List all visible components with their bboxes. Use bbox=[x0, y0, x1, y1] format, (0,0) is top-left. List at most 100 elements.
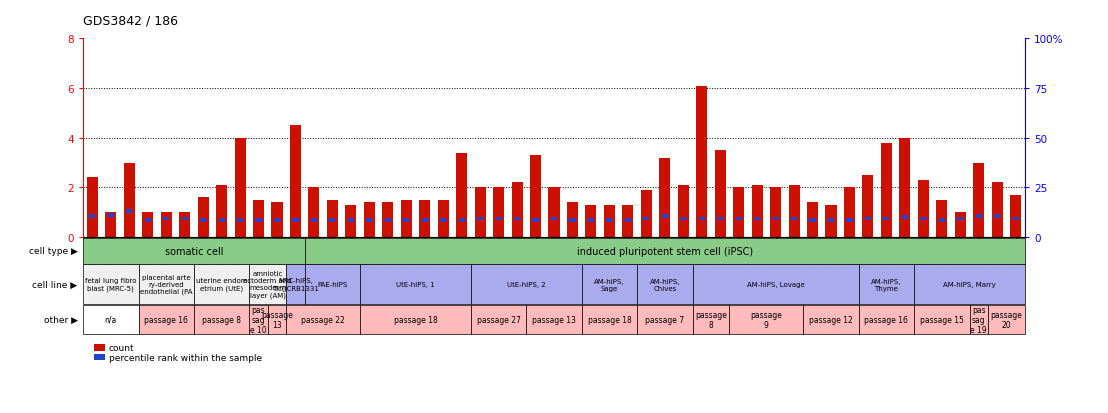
Text: passage
8: passage 8 bbox=[695, 310, 727, 329]
Bar bbox=[308, 188, 319, 237]
Bar bbox=[755, 217, 760, 221]
Bar bbox=[367, 218, 372, 222]
Bar bbox=[384, 218, 391, 222]
Bar bbox=[828, 218, 834, 222]
Text: passage
9: passage 9 bbox=[750, 310, 782, 329]
Bar bbox=[142, 213, 153, 237]
Text: passage 8: passage 8 bbox=[202, 315, 242, 324]
Bar bbox=[256, 218, 261, 222]
Bar bbox=[478, 217, 483, 221]
Bar bbox=[459, 218, 464, 222]
Bar bbox=[551, 217, 557, 221]
Bar bbox=[86, 178, 98, 237]
Text: AM-hiPS,
Thyme: AM-hiPS, Thyme bbox=[871, 278, 902, 291]
Bar bbox=[733, 188, 745, 237]
Bar bbox=[403, 218, 409, 222]
Bar bbox=[422, 218, 428, 222]
Bar bbox=[107, 214, 114, 217]
Bar bbox=[382, 203, 393, 237]
Bar bbox=[625, 218, 630, 222]
Text: passage
20: passage 20 bbox=[991, 310, 1023, 329]
Bar bbox=[570, 218, 575, 222]
Bar bbox=[921, 217, 926, 221]
Bar bbox=[623, 205, 634, 237]
Text: uterine endom
etrium (UtE): uterine endom etrium (UtE) bbox=[196, 278, 247, 291]
Bar bbox=[862, 176, 873, 237]
Bar bbox=[327, 200, 338, 237]
Bar bbox=[902, 216, 907, 220]
Bar bbox=[588, 218, 594, 222]
Bar bbox=[216, 185, 227, 237]
Bar bbox=[201, 218, 206, 222]
Bar bbox=[218, 218, 225, 222]
Text: PAE-hiPS: PAE-hiPS bbox=[317, 281, 348, 287]
Text: passage
13: passage 13 bbox=[261, 310, 293, 329]
Bar bbox=[976, 215, 982, 218]
Bar bbox=[163, 217, 170, 221]
Bar bbox=[197, 198, 208, 237]
Bar bbox=[363, 203, 375, 237]
Bar bbox=[604, 205, 615, 237]
Bar bbox=[680, 217, 686, 221]
Bar bbox=[644, 217, 649, 221]
Bar bbox=[145, 218, 151, 222]
Bar bbox=[992, 183, 1003, 237]
Bar bbox=[311, 218, 317, 222]
Bar bbox=[237, 218, 243, 222]
Text: cell type ▶: cell type ▶ bbox=[29, 247, 78, 256]
Text: passage 16: passage 16 bbox=[864, 315, 909, 324]
Text: passage 18: passage 18 bbox=[393, 315, 438, 324]
Text: passage 7: passage 7 bbox=[645, 315, 685, 324]
Bar bbox=[530, 156, 541, 237]
Bar bbox=[495, 217, 502, 221]
Text: pas
sag
e 10: pas sag e 10 bbox=[250, 305, 267, 335]
Bar bbox=[955, 213, 966, 237]
Text: AM-hiPS,
Sage: AM-hiPS, Sage bbox=[594, 278, 625, 291]
Bar bbox=[182, 217, 187, 221]
Bar bbox=[825, 205, 837, 237]
Text: n/a: n/a bbox=[104, 315, 117, 324]
Bar bbox=[1010, 195, 1022, 237]
Text: passage 27: passage 27 bbox=[476, 315, 521, 324]
Bar bbox=[253, 200, 264, 237]
Bar bbox=[293, 218, 298, 222]
Text: cell line ▶: cell line ▶ bbox=[32, 280, 78, 289]
Bar bbox=[585, 205, 596, 237]
Text: passage 15: passage 15 bbox=[920, 315, 964, 324]
Bar bbox=[235, 138, 246, 237]
Bar bbox=[640, 190, 652, 237]
Bar bbox=[917, 180, 929, 237]
Bar bbox=[678, 185, 689, 237]
Text: AM-hiPS,
Chives: AM-hiPS, Chives bbox=[649, 278, 680, 291]
Bar bbox=[736, 217, 741, 221]
Bar bbox=[661, 215, 668, 218]
Bar bbox=[881, 143, 892, 237]
Text: passage 22: passage 22 bbox=[301, 315, 345, 324]
Bar bbox=[512, 183, 523, 237]
Bar bbox=[401, 200, 412, 237]
Bar bbox=[274, 218, 280, 222]
Text: percentile rank within the sample: percentile rank within the sample bbox=[109, 353, 261, 362]
Bar bbox=[126, 210, 132, 214]
Bar bbox=[900, 138, 911, 237]
Bar bbox=[659, 158, 670, 237]
Bar bbox=[791, 217, 797, 221]
Text: UtE-hiPS, 2: UtE-hiPS, 2 bbox=[507, 281, 545, 287]
Text: passage 16: passage 16 bbox=[144, 315, 188, 324]
Text: fetal lung fibro
blast (MRC-5): fetal lung fibro blast (MRC-5) bbox=[85, 278, 136, 291]
Bar bbox=[514, 217, 520, 221]
Bar bbox=[715, 151, 726, 237]
Bar bbox=[973, 163, 984, 237]
Text: passage 18: passage 18 bbox=[587, 315, 632, 324]
Bar bbox=[994, 215, 1001, 218]
Text: pas
sag
e 19: pas sag e 19 bbox=[971, 305, 987, 335]
Bar bbox=[751, 185, 762, 237]
Bar bbox=[807, 203, 818, 237]
Bar bbox=[348, 218, 353, 222]
Text: placental arte
ry-derived
endothelial (PA: placental arte ry-derived endothelial (P… bbox=[140, 274, 193, 294]
Bar bbox=[606, 218, 613, 222]
Bar bbox=[533, 218, 538, 222]
Bar bbox=[938, 218, 945, 222]
Text: passage 13: passage 13 bbox=[532, 315, 576, 324]
Bar bbox=[474, 188, 485, 237]
